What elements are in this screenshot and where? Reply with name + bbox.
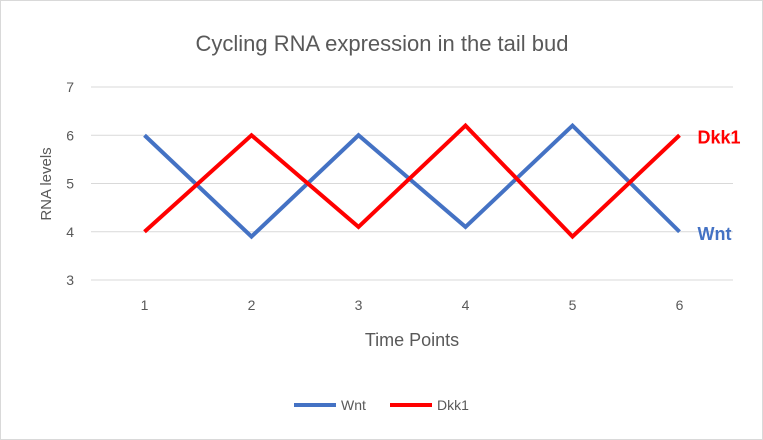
x-axis-ticks: 1 2 3 4 5 6 <box>141 297 684 313</box>
x-tick-label: 6 <box>676 297 684 313</box>
series-line-wnt <box>143 122 681 240</box>
series-end-labels: Wnt Dkk1 <box>698 127 741 244</box>
end-label-dkk1: Dkk1 <box>698 127 741 147</box>
legend: Wnt Dkk1 <box>294 397 469 413</box>
x-tick-label: 4 <box>462 297 470 313</box>
y-tick-label: 6 <box>66 127 74 143</box>
y-tick-label: 7 <box>66 79 74 95</box>
y-tick-label: 3 <box>66 272 74 288</box>
x-tick-label: 2 <box>248 297 256 313</box>
x-tick-label: 1 <box>141 297 149 313</box>
chart-title: Cycling RNA expression in the tail bud <box>196 31 569 56</box>
series-lines <box>143 122 681 240</box>
y-tick-label: 4 <box>66 224 74 240</box>
series-line-dkk1 <box>143 122 681 240</box>
y-tick-label: 5 <box>66 176 74 192</box>
x-axis-title: Time Points <box>365 330 459 350</box>
legend-label-dkk1: Dkk1 <box>437 397 469 413</box>
x-tick-label: 3 <box>355 297 363 313</box>
y-axis-title: RNA levels <box>38 147 55 220</box>
y-axis-ticks: 3 4 5 6 7 <box>66 79 74 288</box>
legend-label-wnt: Wnt <box>341 397 366 413</box>
end-label-wnt: Wnt <box>698 224 732 244</box>
x-tick-label: 5 <box>569 297 577 313</box>
